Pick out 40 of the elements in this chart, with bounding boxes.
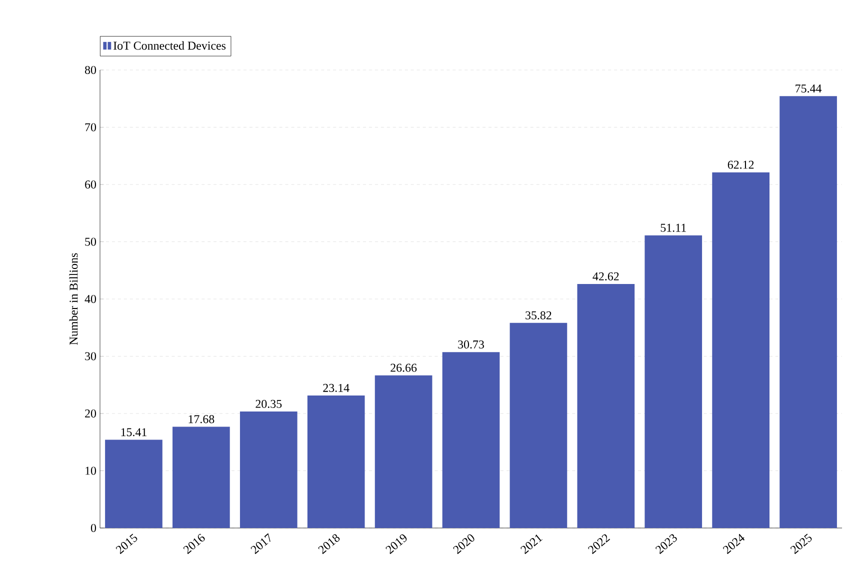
data-label: 30.73 — [458, 340, 484, 349]
bar — [307, 396, 365, 528]
y-tick-label: 50 — [85, 238, 96, 246]
y-tick-label: 40 — [84, 294, 96, 304]
bar — [374, 375, 432, 528]
bar — [712, 172, 770, 528]
bar — [510, 322, 568, 528]
data-label: 62.12 — [728, 160, 754, 169]
bar — [105, 440, 162, 528]
y-axis-title: Number in Billions — [69, 253, 78, 345]
data-label: 42.62 — [592, 272, 619, 280]
x-tick-label: 2024 — [722, 534, 745, 554]
x-tick-label: 2020 — [453, 534, 474, 554]
y-tick-label: 0 — [90, 524, 96, 532]
x-tick-label: 2019 — [386, 534, 407, 554]
data-label: 20.35 — [256, 400, 282, 408]
data-label: 26.66 — [390, 364, 417, 372]
y-tick-label: 70 — [85, 123, 96, 132]
x-tick-label: 2023 — [655, 534, 677, 554]
x-tick-label: 2021 — [520, 534, 543, 554]
bar — [442, 352, 500, 528]
x-tick-label: 2022 — [588, 534, 610, 554]
bar — [644, 235, 702, 528]
data-label: 17.68 — [188, 415, 214, 424]
y-tick-label: 20 — [85, 409, 96, 418]
bar — [780, 96, 837, 528]
y-tick-label: 30 — [85, 352, 96, 360]
y-tick-label: 80 — [84, 66, 96, 74]
bar — [577, 284, 635, 528]
data-label: 51.11 — [660, 224, 686, 232]
data-label: 23.14 — [323, 384, 350, 392]
data-label: 35.82 — [526, 311, 552, 320]
bar — [172, 426, 230, 528]
y-tick-label: 10 — [86, 466, 96, 475]
data-label: 15.41 — [121, 428, 146, 436]
legend-label: IoT Connected Devices — [114, 41, 226, 50]
data-label: 75.44 — [796, 84, 822, 93]
y-tick-label: 60 — [85, 180, 96, 189]
bar — [240, 411, 298, 528]
x-tick-label: 2018 — [318, 534, 340, 554]
